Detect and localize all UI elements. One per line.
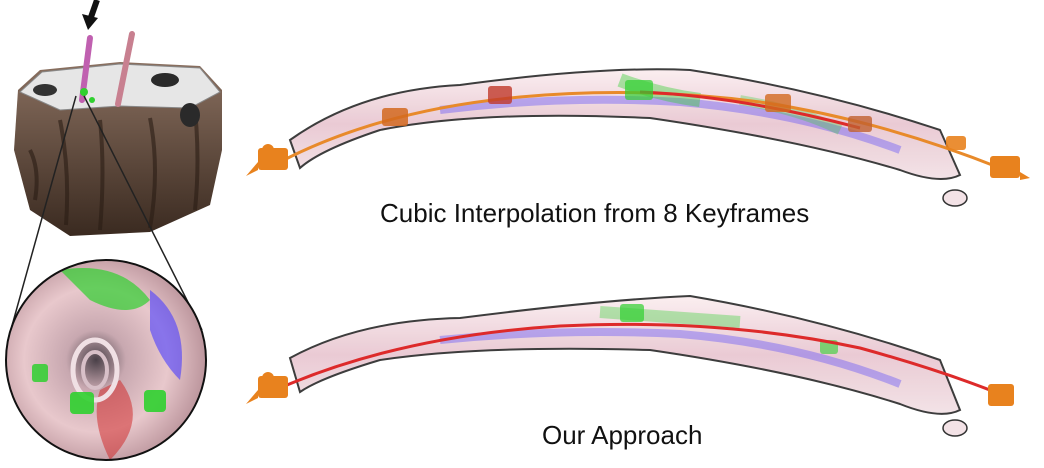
tube-ours — [288, 294, 968, 437]
keyframe-camera-icon — [382, 80, 966, 150]
camera-icon — [246, 144, 1030, 180]
camera-icon-ours — [246, 372, 1014, 406]
arrow-down-icon — [82, 0, 100, 30]
caption-cubic-interpolation: Cubic Interpolation from 8 Keyframes — [380, 198, 810, 228]
caption-our-approach: Our Approach — [542, 420, 703, 450]
probe-pink — [79, 31, 135, 107]
zoom-lines — [7, 95, 203, 341]
bone-volume — [14, 62, 222, 236]
camera-path-ours — [279, 322, 1001, 396]
endoscope-view — [5, 259, 207, 461]
